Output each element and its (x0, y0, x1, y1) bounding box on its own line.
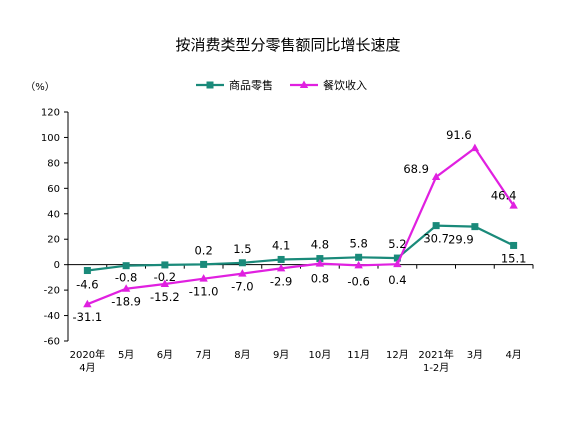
x-tick-label: 5月 (118, 349, 134, 361)
catering-point (160, 279, 170, 288)
y-tick-label: 60 (47, 184, 60, 195)
retail-point (316, 255, 324, 263)
retail-point (510, 241, 518, 249)
retail-data-label: -4.6 (76, 278, 98, 292)
catering-data-label: -7.0 (231, 280, 253, 294)
catering-data-label: 91.6 (446, 128, 472, 142)
x-tick-label: 8月 (234, 349, 250, 361)
catering-point (83, 299, 92, 308)
catering-point (315, 259, 325, 267)
catering-point (470, 143, 480, 152)
retail-data-label: -0.8 (115, 271, 137, 285)
x-tick-label: 3月 (467, 349, 483, 361)
retail-point (161, 261, 169, 269)
chart-title: 按消费类型分零售额同比增长速度 (175, 36, 400, 54)
y-tick-label: -20 (44, 286, 60, 297)
y-axis-unit: （%） (25, 81, 55, 93)
series-layer (83, 143, 518, 308)
retail-data-label: 4.1 (272, 238, 290, 252)
retail-data-label: 29.9 (448, 233, 474, 247)
retail-data-label: -0.2 (154, 270, 176, 284)
retail-point (471, 223, 479, 231)
retail-point (393, 254, 401, 262)
catering-data-label: -31.1 (72, 310, 102, 324)
y-tick-label: 120 (41, 108, 60, 119)
retail-point (122, 262, 130, 270)
catering-point (199, 274, 208, 282)
x-tick-label: 2021年 1-2月 (418, 348, 453, 374)
catering-data-label: -2.9 (270, 274, 292, 288)
x-tick-label: 10月 (309, 349, 332, 361)
y-tick-label: 100 (41, 133, 60, 144)
series-line-0 (87, 224, 515, 272)
data-labels: -4.6 -0.8 -0.2 0.2 1.5 4.1 4.8 5.8 5.2 30.7 29.9 15… (72, 128, 526, 324)
retail-point (83, 267, 91, 275)
x-tick-label: 6月 (157, 349, 173, 361)
retail-point (200, 260, 208, 268)
retail-point (238, 259, 246, 267)
y-tick-label: 20 (47, 235, 60, 246)
catering-point (121, 284, 131, 292)
catering-data-label: -11.0 (189, 285, 219, 299)
retail-data-label: 1.5 (233, 242, 251, 256)
y-tick-label: -60 (44, 337, 60, 348)
catering-point (431, 172, 441, 181)
series-line-1 (86, 146, 515, 306)
retail-data-label: 5.2 (388, 237, 406, 251)
x-tick-label: 2020年 4月 (70, 348, 105, 374)
x-tick-label: 12月 (386, 349, 409, 361)
x-tick-label: 11月 (347, 349, 370, 361)
y-tick-label: 40 (47, 209, 60, 220)
catering-point (393, 259, 402, 268)
retail-data-label: 30.7 (423, 232, 449, 246)
catering-data-label: -0.6 (347, 274, 369, 288)
legend-square-icon (206, 81, 214, 89)
retail-data-label: 0.2 (194, 243, 212, 257)
retail-data-label: 5.8 (349, 236, 367, 250)
legend: 商品零售 餐饮收入 (196, 78, 367, 92)
legend-label-0: 商品零售 (229, 78, 273, 92)
y-tick-label: -40 (44, 311, 60, 322)
retail-point (277, 255, 285, 263)
x-tick-label: 4月 (505, 349, 521, 361)
catering-data-label: -18.9 (111, 295, 141, 309)
retail-data-label: 15.1 (501, 251, 527, 265)
x-tick-label: 7月 (195, 349, 211, 361)
y-tick-label: 80 (47, 158, 60, 169)
y-tick-label: 0 (54, 260, 60, 271)
legend-label-1: 餐饮收入 (323, 78, 367, 92)
catering-point (354, 260, 363, 269)
catering-data-label: -15.2 (150, 290, 180, 304)
retail-point (432, 222, 440, 230)
catering-data-label: 68.9 (403, 162, 429, 176)
retail-data-label: 4.8 (311, 238, 329, 252)
catering-point (238, 269, 247, 277)
catering-point (509, 201, 518, 209)
catering-point (276, 263, 286, 272)
legend-triangle-icon (299, 80, 309, 88)
catering-data-label: 0.8 (311, 272, 329, 286)
x-tick-label: 9月 (273, 349, 289, 361)
catering-data-label: 46.4 (491, 189, 517, 203)
catering-data-label: 0.4 (388, 273, 406, 287)
retail-point (355, 253, 363, 261)
